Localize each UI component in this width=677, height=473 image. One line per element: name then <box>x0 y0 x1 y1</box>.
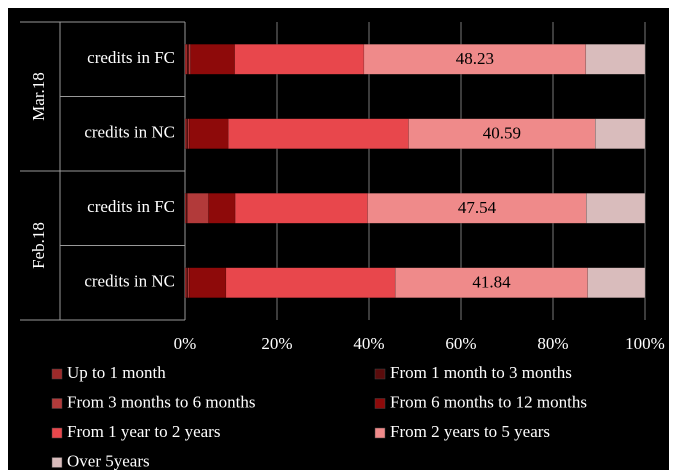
bar-segment <box>190 44 235 75</box>
x-tick-label: 100% <box>625 334 665 353</box>
legend-label: Up to 1 month <box>67 363 166 382</box>
legend-marker <box>374 368 386 380</box>
bar-segment <box>394 267 588 298</box>
x-tick-label: 0% <box>174 334 197 353</box>
legend-marker <box>51 398 63 409</box>
chart-background <box>8 8 669 470</box>
bar-segment <box>367 193 587 224</box>
legend-marker <box>374 427 386 439</box>
bar-segment <box>234 44 365 75</box>
bar-segment <box>208 193 236 224</box>
data-label: 47.54 <box>458 198 497 217</box>
group-label: Mar.18 <box>29 72 48 121</box>
legend-label: From 1 month to 3 months <box>390 363 572 382</box>
bar-segment <box>184 267 188 298</box>
x-tick-label: 40% <box>353 334 384 353</box>
legend-marker <box>51 427 63 439</box>
legend-marker <box>51 368 63 380</box>
bar-segment <box>585 44 646 75</box>
bar-segment <box>363 44 587 75</box>
bar-segment <box>188 118 229 149</box>
data-label: 40.59 <box>483 124 521 143</box>
y-tick-label: credits in NC <box>84 272 175 291</box>
bar-segment <box>595 118 646 149</box>
bar-segment <box>587 267 646 298</box>
data-label: 48.23 <box>456 49 494 68</box>
legend-label: From 3 months to 6 months <box>67 392 255 411</box>
legend-marker <box>51 457 63 468</box>
bar-segment <box>586 193 646 224</box>
y-tick-label: credits in FC <box>87 48 175 67</box>
bar-segment <box>408 118 596 149</box>
bar-segment <box>227 118 409 149</box>
y-tick-label: credits in FC <box>87 197 175 216</box>
bar-segment <box>234 193 368 224</box>
bar-segment <box>188 267 227 298</box>
legend-marker <box>374 398 386 409</box>
legend-label: From 1 year to 2 years <box>67 422 220 441</box>
x-tick-label: 20% <box>261 334 292 353</box>
bar-segment <box>225 267 396 298</box>
x-tick-label: 80% <box>537 334 568 353</box>
data-label: 41.84 <box>472 273 511 292</box>
y-tick-label: credits in NC <box>84 123 175 142</box>
bar-segment <box>187 193 209 224</box>
legend-label: From 6 months to 12 months <box>390 392 587 411</box>
group-label: Feb.18 <box>29 222 48 269</box>
x-tick-label: 60% <box>445 334 476 353</box>
bar-segment <box>184 118 188 149</box>
legend-label: From 2 years to 5 years <box>390 422 550 441</box>
bar-segment <box>184 44 188 75</box>
legend-label: Over 5years <box>67 451 150 470</box>
bar-segment <box>188 44 191 75</box>
